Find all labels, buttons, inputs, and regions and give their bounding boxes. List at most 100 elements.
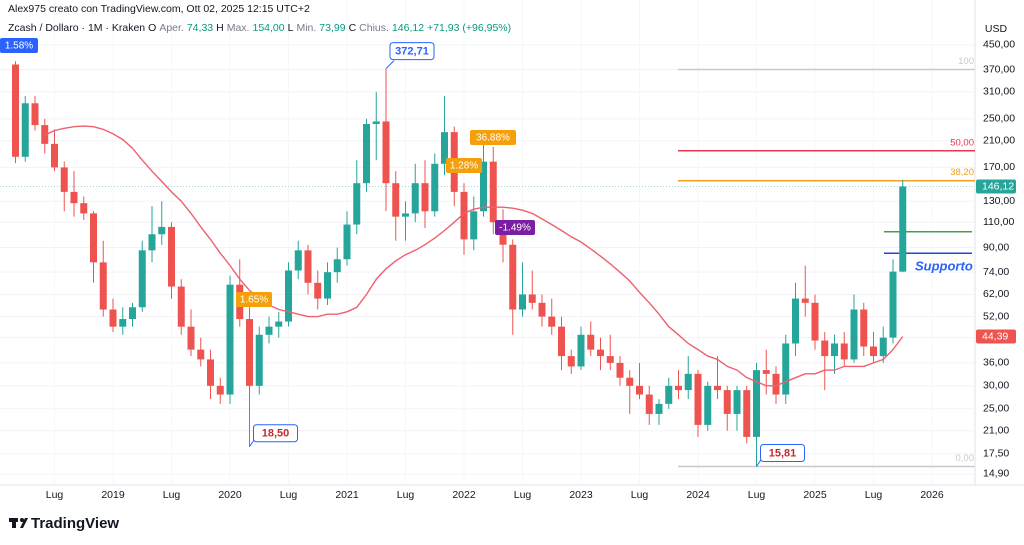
y-tick-label: 14,90 xyxy=(983,468,1009,480)
tag-box xyxy=(470,130,516,145)
fib-label: 0,00 xyxy=(956,453,975,464)
candle-body xyxy=(626,377,634,386)
candle-body xyxy=(31,103,39,126)
candle-body xyxy=(402,213,409,217)
header: Alex975 creato con TradingView.com, Ott … xyxy=(8,3,514,34)
y-tick-label: 36,00 xyxy=(983,357,1009,369)
candle-body xyxy=(821,340,829,357)
candle-body xyxy=(129,307,136,320)
tag-label: -1.49% xyxy=(499,223,531,234)
candle-body xyxy=(899,186,907,272)
tag-box xyxy=(236,292,272,307)
candle-body xyxy=(294,250,302,271)
x-tick-label: Lug xyxy=(748,489,766,501)
candle-body xyxy=(587,334,595,350)
callout-box xyxy=(760,444,805,463)
x-tick-label: 2025 xyxy=(803,489,827,501)
x-tick-label: Lug xyxy=(46,489,64,501)
candle-body xyxy=(772,373,780,395)
candle-body xyxy=(597,349,604,357)
legend-key: C xyxy=(348,22,357,34)
candle-body xyxy=(70,191,78,204)
x-tick-label: Lug xyxy=(163,489,181,501)
fib-label: 50,00 xyxy=(950,137,974,148)
tag-box xyxy=(446,158,482,173)
tag-label: 1.58% xyxy=(5,41,33,52)
candle-body xyxy=(431,163,439,212)
candle-body xyxy=(684,373,692,391)
candle-body xyxy=(489,161,497,223)
candle-body xyxy=(762,370,770,374)
candle-body xyxy=(694,373,702,425)
x-tick-label: Lug xyxy=(631,489,649,501)
candle-body xyxy=(314,282,322,299)
candle-body xyxy=(51,143,58,168)
candles xyxy=(12,61,907,467)
candle-body xyxy=(275,321,283,327)
candle-body xyxy=(645,394,653,414)
candle-body xyxy=(324,272,331,299)
legend-value: 73,99 xyxy=(319,22,346,34)
y-tick-label: 17,50 xyxy=(983,447,1009,459)
candle-body xyxy=(753,370,760,437)
x-tick-label: 2024 xyxy=(686,489,710,501)
candle-body xyxy=(363,124,370,184)
candle-body xyxy=(811,302,819,341)
candle-body xyxy=(99,262,107,310)
candle-body xyxy=(216,385,224,395)
candle-body xyxy=(480,161,487,212)
x-tick-label: 2026 xyxy=(920,489,944,501)
y-tick-label: 210,00 xyxy=(983,135,1015,147)
price-label: 44,39 xyxy=(982,330,1008,342)
grid xyxy=(0,44,975,475)
candle-body xyxy=(60,167,68,192)
callout-pointer xyxy=(385,60,395,69)
x-tick-label: Lug xyxy=(514,489,532,501)
legend-value: 146,12 xyxy=(391,22,425,34)
moving-average xyxy=(44,125,904,387)
tag-label: 1.28% xyxy=(450,161,478,172)
candle-body xyxy=(12,64,19,157)
y-tick-label: 130,00 xyxy=(983,195,1015,207)
candle-body xyxy=(411,183,419,214)
candle-body xyxy=(801,298,809,303)
candle-body xyxy=(714,385,721,391)
candle-body xyxy=(860,309,868,347)
tag-label: 1.65% xyxy=(240,295,268,306)
y-tick-label: 62,00 xyxy=(983,288,1009,300)
currency: USD xyxy=(985,23,1008,35)
candle-body xyxy=(636,385,643,395)
candle-body xyxy=(119,319,127,327)
legend-key: O xyxy=(148,22,157,34)
y-tick-label: 110,00 xyxy=(983,216,1014,228)
callout-box xyxy=(253,424,298,443)
legend-label: Max. xyxy=(226,22,250,34)
candle-body xyxy=(187,326,195,350)
candle-body xyxy=(577,334,585,367)
tag-box xyxy=(0,38,38,53)
candle-body xyxy=(548,316,556,327)
candle-body xyxy=(460,191,468,240)
y-tick-label: 52,00 xyxy=(983,310,1009,322)
y-tick-label: 250,00 xyxy=(983,113,1015,125)
x-tick-label: 2019 xyxy=(101,489,125,501)
price-label-box xyxy=(976,329,1016,344)
y-tick-label: 450,00 xyxy=(983,39,1015,51)
candle-body xyxy=(226,284,234,395)
candle-body xyxy=(558,326,565,357)
candle-body xyxy=(177,286,185,327)
x-tick-label: Lug xyxy=(397,489,415,501)
candle-body xyxy=(567,356,575,367)
candle-body xyxy=(207,359,214,386)
candle-body xyxy=(733,390,741,414)
candle-body xyxy=(879,337,887,357)
callout-label: 18,50 xyxy=(262,428,290,440)
candle-body xyxy=(606,356,614,363)
x-tick-label: Lug xyxy=(865,489,883,501)
candle-body xyxy=(840,343,848,360)
x-tick-label: Lug xyxy=(280,489,298,501)
candle-body xyxy=(265,326,273,335)
legend-key: H xyxy=(216,22,224,34)
candle-body xyxy=(138,250,146,308)
